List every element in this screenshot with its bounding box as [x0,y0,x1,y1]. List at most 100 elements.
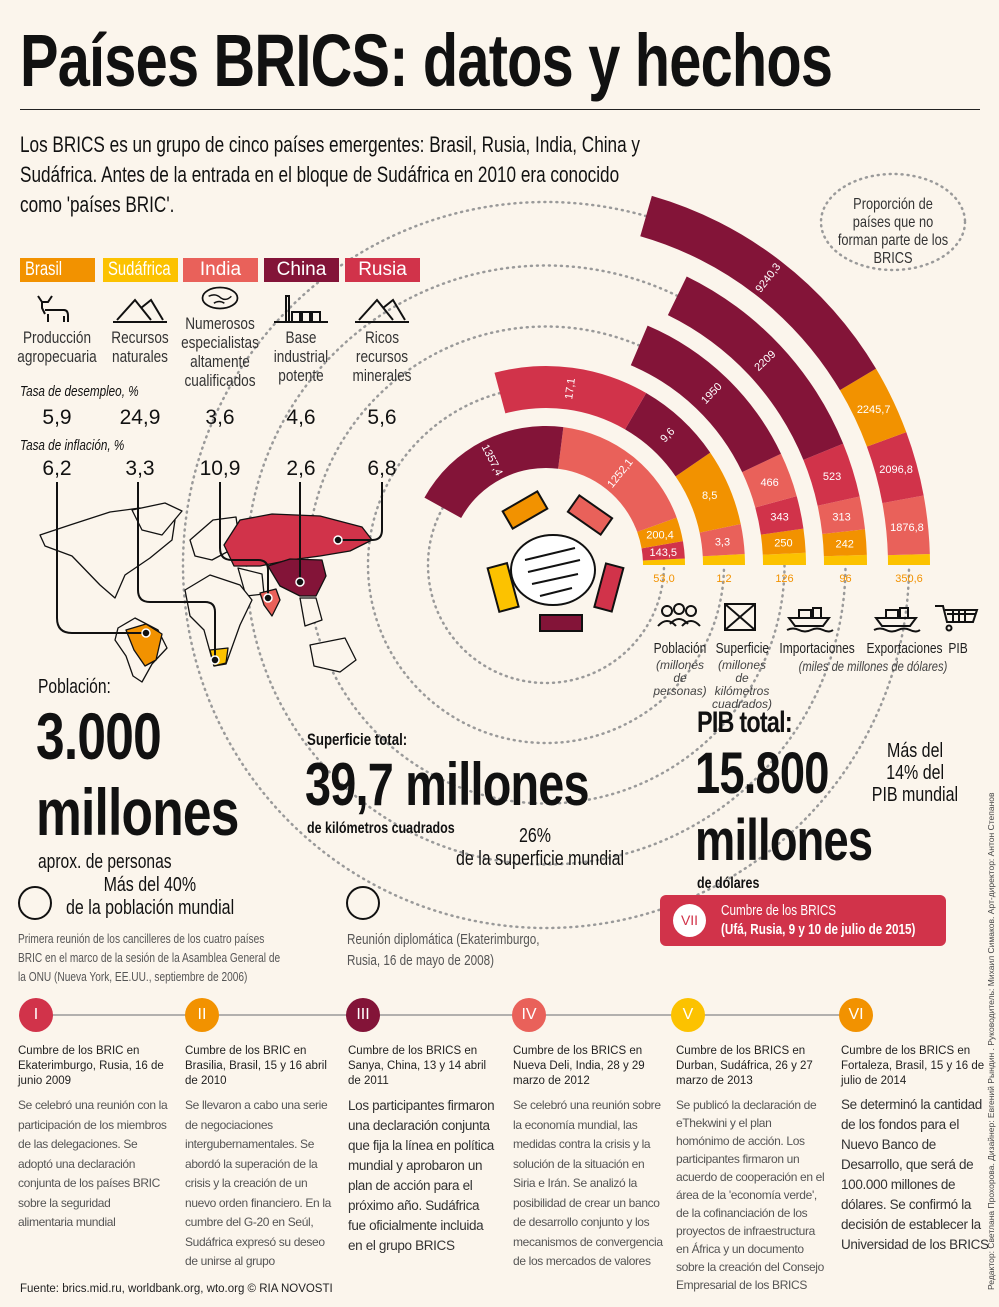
mountains-icon [98,292,182,324]
gdp-sub: de dólares [697,875,760,892]
ring-value-label: 3,3 [715,537,730,549]
feature-label: Numerosos especialistas altamente cualif… [181,314,259,390]
page-title: Países BRICS: datos y hechos [20,19,833,102]
unemployment-sudafrica: 24,9 [119,406,161,429]
event-marker-2006 [18,886,52,920]
event-2008-text: Reunión diplomática (Ekaterimburgo, Rusi… [347,931,540,969]
inflation-brasil: 6,2 [42,457,72,480]
gdp-share: Más del 14% del PIB mundial [871,740,959,806]
area-label: Superficie total: [307,730,408,749]
feature-brasil: Producción agropecuaria [15,292,99,366]
non-brics-arc [366,391,726,745]
feature-label: Base industrial potente [273,328,329,385]
country-tag-sudafrica: Sudáfrica [103,258,178,282]
ring-unit: (millones de kilómetros cuadrados) [712,658,773,711]
ring-segment-2-sudafrica [762,552,806,565]
summit-heading: Cumbre de los BRIC en Brasilia, Brasil, … [185,1045,327,1087]
ring-name: Importaciones [779,640,855,657]
cow-icon [15,292,99,324]
ring-value-label: 17,1 [563,377,578,400]
ring-segment-1-sudafrica [702,553,745,565]
ring-segment-4-rusia [866,432,924,504]
ring-segment-1-india [699,523,745,557]
ring-name: PIB [948,640,968,657]
ring-value-label: 250 [774,538,792,550]
summit-description: Se celebró una reunión con la participac… [18,1098,168,1229]
summit-heading: Cumbre de los BRIC en Ekaterimburgo, Rus… [18,1045,164,1087]
map-australia [309,637,357,673]
map-connectors [56,482,383,660]
ring-segment-0-brasil [637,517,683,549]
population-share-1: Más del 40% [103,874,197,896]
summit-marker-IV: IV [512,998,546,1032]
ring-value-label: 96 [839,573,851,585]
handshake-icon [486,489,625,632]
country-tag-india: India [183,258,258,282]
ring-value-label: 143,5 [650,547,678,559]
ship-icon [857,602,937,634]
ring-segment-1-brasil [675,452,741,533]
ring-unit: (millones de personas) [653,658,707,698]
ring-value-label: 242 [836,539,854,551]
unemployment-india: 3,6 [205,406,235,429]
ring-name: Exportaciones [866,640,943,657]
title-divider [20,109,980,110]
population-label: Población: [38,676,111,698]
non-brics-dotted-arcs [181,200,911,930]
map-brasil [125,623,163,667]
ring-value-label: 200,4 [646,530,674,542]
map-africa [184,574,253,667]
ring-segment-4-china [640,195,877,391]
country-tag-rusia: Rusia [345,258,420,282]
summit-heading: Cumbre de los BRICS en Durban, Sudáfrica… [676,1045,813,1087]
map-north-america [39,507,176,599]
ring-name: Superficie [715,640,769,657]
people-icon [640,602,720,634]
event-marker-2008 [346,886,380,920]
summit-heading: Cumbre de los BRICS en Fortaleza, Brasil… [841,1045,985,1087]
summit-marker-III: III [346,998,380,1032]
ring-segment-4-brasil [839,368,907,447]
ring-segment-3-rusia [803,443,860,506]
area-icon [702,602,782,634]
inflation-rusia: 6,8 [367,457,397,480]
non-brics-arc [245,264,847,866]
credits: Редактор: Светлана Прохорова. Дизайнер: … [986,792,996,1290]
ring-segment-4-sudafrica [887,554,930,565]
gdp-unit: millones [695,808,873,873]
ring-caption-3: Exportaciones [857,602,943,657]
area-share-1: 26% [518,825,552,847]
feature-label: Producción agropecuaria [17,328,97,366]
summit-marker-I: I [19,998,53,1032]
factory-icon [259,292,343,324]
ring-value-label: 343 [770,512,788,524]
unemployment-title: Tasa de desempleo, % [20,383,139,400]
upcoming-summit-box: VII Cumbre de los BRICS (Ufá, Rusia, 9 y… [660,895,946,946]
ring-value-label: 2096,8 [879,464,913,476]
ring-segment-2-rusia [755,496,804,535]
ring-segment-0-rusia [641,541,685,561]
ring-value-label: 1876,8 [890,522,924,534]
summit-marker-V: V [671,998,705,1032]
area-value: 39,7 millones [305,751,590,818]
ring-value-label: 313 [832,511,850,523]
map-markers [141,535,343,665]
upcoming-summit-text: Cumbre de los BRICS (Ufá, Rusia, 9 y 10 … [721,902,916,938]
ring-segment-2-brasil [760,528,806,555]
map-china [267,558,327,597]
ring-caption-1: Superficie (millones de kilómetros cuadra… [702,602,782,711]
summit-marker-VI: VI [839,998,873,1032]
ring-segment-2-china [630,325,782,473]
ring-segment-0-india [558,427,677,532]
summit-heading: Cumbre de los BRICS en Nueva Deli, India… [513,1045,645,1087]
summit-description: Se publicó la declaración de eThekwini y… [676,1098,825,1292]
non-brics-arc [426,506,666,685]
cart-icon [918,602,998,634]
ring-segment-3-china [667,276,844,460]
map-india [259,588,281,617]
ring-segment-1-rusia [494,366,647,430]
ring-value-label: 466 [760,477,778,489]
ring-segment-4-india [882,495,930,556]
feature-label: Ricos recursos minerales [352,328,412,385]
country-tag-china: China [264,258,339,282]
